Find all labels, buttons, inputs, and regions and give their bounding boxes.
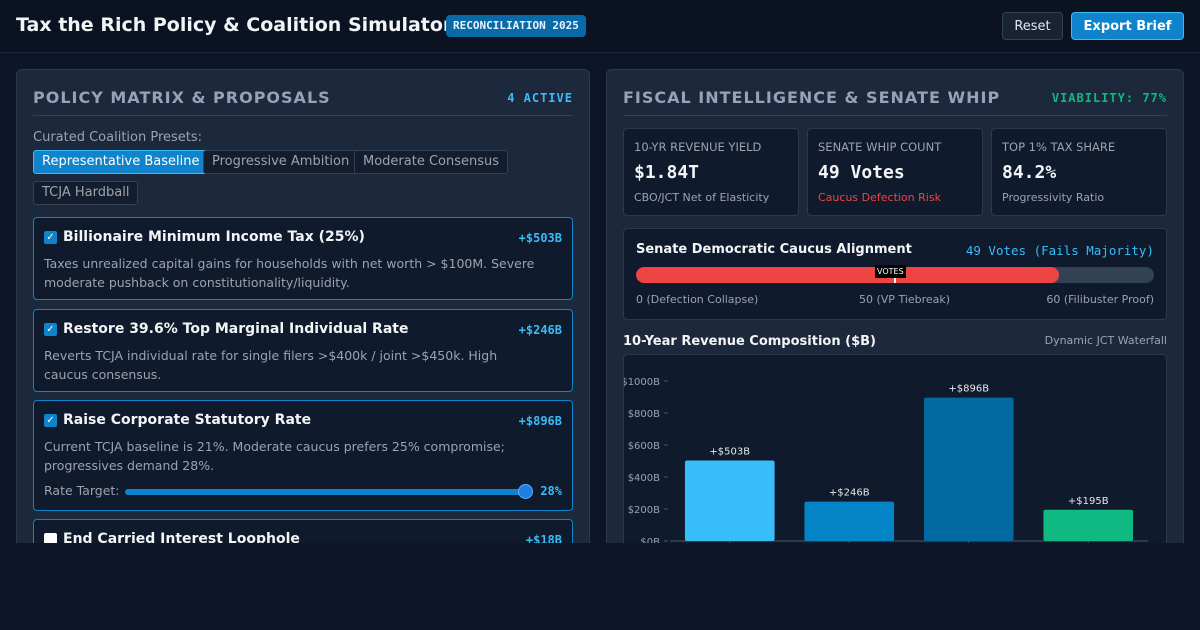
revenue-bar[interactable] [684,460,775,541]
caucus-tick-min: 0 (Defection Collapse) [636,293,759,306]
rate-target-value: 28% [540,484,562,498]
stat-card-revenue: 10-YR REVENUE YIELD $1.84T CBO/JCT Net o… [623,128,799,216]
preset-progressive-ambition[interactable]: Progressive Ambition [203,150,359,174]
y-tick-label: $1000B [624,377,660,388]
chart-title: 10-Year Revenue Composition ($B) [623,334,876,349]
stat-label: SENATE WHIP COUNT [818,140,942,154]
policy-panel-header: POLICY MATRIX & PROPOSALS 4 ACTIVE [33,70,573,116]
y-tick-label: $600B [628,441,660,452]
caucus-vote-count: 49 Votes (Fails Majority) [965,243,1154,258]
policy-card-carried-interest[interactable]: End Carried Interest Loophole +$18B [33,519,573,543]
revenue-chart-svg: $0B $200B $400B $600B $800B $1000B +$503B +$246… [624,377,1148,543]
active-count: 4 ACTIVE [507,91,573,105]
policy-description: Taxes unrealized capital gains for house… [44,256,535,290]
revenue-bar[interactable] [804,501,895,541]
policy-revenue: +$503B [518,231,562,245]
policy-card-top-marginal-rate[interactable]: ✓ Restore 39.6% Top Marginal Individual … [33,309,573,392]
revenue-chart: $0B $200B $400B $600B $800B $1000B +$503B +$246… [623,354,1167,543]
chart-subtitle: Dynamic JCT Waterfall [1044,334,1167,347]
stat-subtext: Caucus Defection Risk [818,191,941,204]
preset-moderate-consensus[interactable]: Moderate Consensus [354,150,509,174]
policy-checkbox[interactable]: ✓ [44,414,57,427]
stat-card-whip-count: SENATE WHIP COUNT 49 Votes Caucus Defect… [807,128,983,216]
policy-card-billionaire-tax[interactable]: ✓ Billionaire Minimum Income Tax (25%) +… [33,217,573,300]
main-viewport: POLICY MATRIX & PROPOSALS 4 ACTIVE Curat… [0,53,1200,543]
rate-target-label: Rate Target: [44,483,120,498]
preset-representative-baseline[interactable]: Representative Baseline [33,150,209,174]
preset-tcja-hardball[interactable]: TCJA Hardball [33,181,139,205]
y-tick-label: $200B [628,505,660,516]
y-tick-label: $800B [628,409,660,420]
caucus-tick-mid: 50 (VP Tiebreak) [859,293,951,306]
policy-checkbox[interactable] [44,533,57,543]
stat-value: 49 Votes [818,162,905,183]
presets-label: Curated Coalition Presets: [33,130,203,145]
stat-subtext: Progressivity Ratio [1002,191,1105,204]
policy-revenue: +$18B [525,533,562,543]
policy-revenue: +$246B [518,323,562,337]
y-tick-label: $400B [628,473,660,484]
rate-target-slider[interactable] [125,489,525,495]
fiscal-intelligence-panel: FISCAL INTELLIGENCE & SENATE WHIP VIABIL… [606,69,1184,543]
policy-checkbox[interactable]: ✓ [44,231,57,244]
policy-card-corporate-rate[interactable]: ✓ Raise Corporate Statutory Rate +$896B … [33,400,573,511]
bar-value-label: +$195B [1068,496,1109,507]
stat-value: 84.2% [1002,162,1057,183]
policy-revenue: +$896B [518,414,562,428]
caucus-title: Senate Democratic Caucus Alignment [636,242,912,257]
y-tick-label: $0B [640,537,660,543]
bar-value-label: +$896B [948,384,989,395]
policy-description: Current TCJA baseline is 21%. Moderate c… [44,439,505,473]
policy-title: End Carried Interest Loophole [63,531,300,543]
policy-description: Reverts TCJA individual rate for single … [44,348,498,382]
policy-title: Raise Corporate Statutory Rate [63,412,312,428]
policy-panel-title: POLICY MATRIX & PROPOSALS [33,88,331,107]
caucus-progress-fill [636,267,1060,283]
fiscal-panel-header: FISCAL INTELLIGENCE & SENATE WHIP VIABIL… [623,70,1167,116]
revenue-bar[interactable] [1043,509,1134,541]
reset-button[interactable]: Reset [1002,12,1063,40]
bar-value-label: +$503B [709,447,750,458]
viability-score: VIABILITY: 77% [1051,91,1167,105]
bar-value-label: +$246B [829,488,870,499]
votes-marker-label: VOTES [875,265,906,278]
stat-label: TOP 1% TAX SHARE [1002,140,1116,154]
policy-checkbox[interactable]: ✓ [44,323,57,336]
stat-label: 10-YR REVENUE YIELD [634,140,762,154]
top-bar: Tax the Rich Policy & Coalition Simulato… [0,0,1200,53]
slider-thumb[interactable] [518,484,533,499]
caucus-tick-max: 60 (Filibuster Proof) [1046,293,1154,306]
policy-matrix-panel: POLICY MATRIX & PROPOSALS 4 ACTIVE Curat… [16,69,590,543]
stat-value: $1.84T [634,162,700,183]
stat-subtext: CBO/JCT Net of Elasticity [634,191,770,204]
app-title: Tax the Rich Policy & Coalition Simulato… [16,14,453,36]
caucus-alignment-card: Senate Democratic Caucus Alignment 49 Vo… [623,228,1167,320]
stat-card-tax-share: TOP 1% TAX SHARE 84.2% Progressivity Rat… [991,128,1167,216]
policy-title: Billionaire Minimum Income Tax (25%) [63,229,365,245]
session-badge: RECONCILIATION 2025 [446,15,586,37]
policy-title: Restore 39.6% Top Marginal Individual Ra… [63,321,409,337]
fiscal-panel-title: FISCAL INTELLIGENCE & SENATE WHIP [623,88,1001,107]
export-brief-button[interactable]: Export Brief [1071,12,1184,40]
revenue-bar[interactable] [923,397,1014,541]
